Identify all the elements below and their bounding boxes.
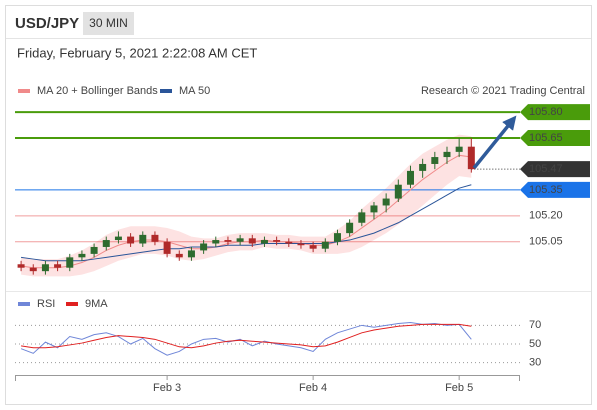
candle-body <box>139 234 147 244</box>
candle-body <box>382 198 390 206</box>
level-label: 105.47 <box>529 163 563 175</box>
candle-body <box>66 257 74 268</box>
candle-body <box>248 238 256 244</box>
timestamp: Friday, February 5, 2021 2:22:08 AM CET <box>17 45 257 60</box>
candle-body <box>212 240 220 244</box>
forecast-arrow <box>472 115 517 170</box>
candle-body <box>200 243 208 251</box>
level-tag <box>520 161 590 178</box>
rsi-line <box>20 322 472 356</box>
candle-body <box>260 240 268 244</box>
candle-body <box>29 267 37 272</box>
level-label: 105.35 <box>529 184 563 196</box>
candle-body <box>17 264 25 268</box>
candle-body <box>309 245 317 249</box>
candle-body <box>406 170 414 185</box>
timeframe-label[interactable]: 30 MIN <box>89 16 128 30</box>
candle-body <box>358 212 366 223</box>
level-label: 105.20 <box>529 210 563 222</box>
rsi-line <box>21 323 472 349</box>
candle-body <box>455 146 463 152</box>
indicator-line <box>21 154 472 269</box>
candle-body <box>370 205 378 213</box>
level-tag <box>520 104 590 121</box>
candle-body <box>78 253 86 258</box>
candle-body <box>127 236 135 244</box>
x-tick-label: Feb 4 <box>299 382 327 394</box>
candle-body <box>102 240 110 247</box>
x-tick-label: Feb 3 <box>153 382 181 394</box>
timeframe-button[interactable] <box>83 12 134 35</box>
candle-body <box>273 240 281 242</box>
symbol: USD/JPY <box>15 15 79 32</box>
candle-body <box>346 222 354 234</box>
y-tick-label: 50 <box>529 338 541 350</box>
candle-body <box>321 241 329 249</box>
candle-body <box>151 234 159 242</box>
candle-body <box>467 146 475 170</box>
level-label: 105.05 <box>529 236 563 248</box>
level-label: 105.80 <box>529 106 563 118</box>
candle-body <box>114 236 122 241</box>
candle-body <box>224 240 232 242</box>
legend-label: MA 50 <box>179 85 210 97</box>
candle-body <box>163 241 171 254</box>
candle-body <box>54 264 62 268</box>
y-tick-label: 70 <box>529 319 541 331</box>
legend-label: 9MA <box>85 298 108 310</box>
level-label: 105.65 <box>529 132 563 144</box>
candle-body <box>419 163 427 171</box>
credit: Research © 2021 Trading Central <box>421 85 585 97</box>
y-tick-label: 30 <box>529 357 541 369</box>
candle-body <box>175 253 183 258</box>
level-tag <box>520 130 590 147</box>
candle-body <box>443 151 451 158</box>
legend-label: RSI <box>37 298 55 310</box>
candle-body <box>431 157 439 164</box>
indicator-line <box>21 184 472 262</box>
candle-body <box>285 241 293 244</box>
candle-body <box>236 238 244 242</box>
level-tag <box>520 181 590 198</box>
candle-body <box>333 233 341 242</box>
candle-body <box>394 184 402 199</box>
x-tick-label: Feb 5 <box>445 382 473 394</box>
candle-body <box>41 264 49 272</box>
candle-body <box>187 250 195 258</box>
candle-body <box>297 243 305 246</box>
candle-body <box>90 246 98 254</box>
legend-label: MA 20 + Bollinger Bands <box>37 85 158 97</box>
